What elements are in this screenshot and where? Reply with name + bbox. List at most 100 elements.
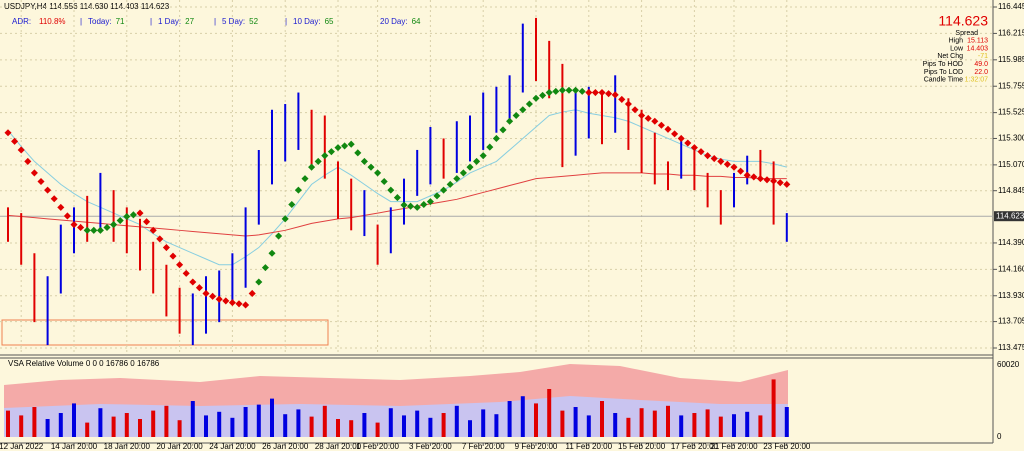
- volume-bar: [19, 415, 24, 437]
- y-tick-label: 114.160: [998, 264, 1024, 273]
- volume-bar: [586, 415, 591, 437]
- trend-dot: [466, 163, 474, 171]
- info-label: Pips To HOD: [923, 61, 963, 68]
- range-label: Today:: [88, 17, 112, 26]
- volume-bar: [85, 422, 90, 437]
- trend-dot-fill: [420, 200, 428, 209]
- trend-dot: [598, 89, 606, 97]
- trend-dot-fill: [552, 87, 560, 95]
- x-tick-label: 1 Feb 20:00: [356, 442, 399, 451]
- info-label: Low: [950, 45, 964, 52]
- trend-dot-fill: [657, 121, 665, 129]
- info-label: Pips To LOD: [924, 69, 963, 76]
- trend-dot-fill: [195, 284, 203, 292]
- trend-dot: [770, 177, 778, 185]
- range-label: 1 Day:: [158, 17, 181, 26]
- trend-dot: [202, 289, 210, 297]
- moving-average: [7, 109, 787, 266]
- trend-dot-fill: [605, 90, 613, 98]
- volume-bar: [58, 413, 63, 437]
- volume-bar: [507, 401, 512, 437]
- trend-dot-fill: [314, 157, 322, 165]
- trend-dot-fill: [512, 111, 520, 120]
- volume-bar: [494, 414, 499, 437]
- trend-dot-fill: [671, 130, 679, 138]
- y-tick-label: 116.445: [998, 2, 1024, 11]
- info-label: Candle Time: [924, 77, 963, 84]
- volume-bar: [349, 420, 354, 437]
- trend-dot-fill: [367, 163, 375, 171]
- trend-dot-fill: [37, 177, 45, 186]
- trend-dot-fill: [486, 143, 494, 151]
- trend-dot: [611, 91, 619, 99]
- volume-bar: [6, 410, 10, 437]
- trend-dot-fill: [459, 169, 467, 177]
- volume-bar: [441, 413, 446, 437]
- trend-dot: [268, 249, 276, 257]
- x-tick-label: 23 Feb 20:00: [763, 442, 811, 451]
- trend-dot: [743, 171, 751, 179]
- range-value: 65: [325, 17, 334, 26]
- volume-bar: [402, 415, 406, 437]
- zone-box: [1, 319, 329, 346]
- volume-bar: [468, 420, 472, 437]
- separator: |: [214, 17, 216, 26]
- volume-bar: [336, 419, 340, 437]
- volume-bar: [296, 409, 301, 437]
- volume-bar: [652, 410, 657, 437]
- trend-dot: [651, 117, 659, 125]
- volume-tick-label: 60020: [997, 360, 1020, 369]
- trend-dot: [638, 111, 646, 120]
- trend-dot-fill: [327, 148, 335, 156]
- trend-dot-fill: [116, 217, 124, 225]
- volume-bar: [151, 410, 156, 437]
- trend-dot: [704, 152, 712, 160]
- adr-value: 110.8%: [39, 17, 66, 26]
- volume-bar: [428, 417, 433, 437]
- volume-title: VSA Relative Volume 0 0 0 16786 0 16786: [8, 359, 160, 368]
- info-value: 1:32:07: [965, 77, 988, 84]
- x-tick-label: 18 Jan 20:00: [104, 442, 151, 451]
- y-tick-label: 116.215: [998, 29, 1024, 38]
- volume-bar: [600, 401, 604, 437]
- trend-dot: [572, 86, 580, 94]
- moving-average: [7, 172, 787, 237]
- volume-bar: [362, 413, 367, 437]
- y-tick-label: 115.525: [998, 108, 1024, 117]
- info-value: 22.0: [974, 69, 988, 76]
- y-tick-label: 115.300: [998, 134, 1024, 143]
- trend-dot-fill: [631, 106, 639, 114]
- y-tick-label: 114.845: [998, 186, 1024, 195]
- trend-dot-fill: [776, 179, 784, 187]
- trend-dot-fill: [77, 223, 85, 231]
- trend-dot: [585, 89, 593, 97]
- volume-bar: [375, 422, 380, 437]
- trend-dot: [30, 169, 38, 177]
- info-value: 49.0: [974, 61, 988, 68]
- volume-bar: [481, 409, 486, 437]
- x-tick-label: 15 Feb 20:00: [618, 442, 666, 451]
- trend-dot: [519, 106, 527, 114]
- trend-dot: [110, 221, 118, 229]
- trend-dot: [400, 201, 408, 209]
- y-tick-label: 113.930: [998, 291, 1024, 300]
- trend-dot-fill: [248, 289, 256, 297]
- trend-dot-fill: [525, 100, 533, 108]
- volume-bar: [124, 413, 129, 437]
- volume-bar: [758, 415, 763, 437]
- y-tick-label: 113.705: [998, 317, 1024, 326]
- y-tick-label: 114.390: [998, 238, 1024, 247]
- trend-dot-fill: [407, 202, 415, 210]
- volume-bar: [138, 419, 142, 437]
- trend-dot: [334, 144, 342, 152]
- trend-dot: [426, 198, 434, 206]
- trend-dot-fill: [24, 157, 32, 165]
- volume-bar: [573, 407, 578, 437]
- trend-dot: [136, 209, 144, 217]
- volume-bar: [560, 410, 565, 437]
- trend-dot-fill: [763, 176, 771, 184]
- trend-dot: [255, 278, 263, 286]
- volume-bar: [72, 403, 76, 437]
- volume-bar: [454, 405, 459, 437]
